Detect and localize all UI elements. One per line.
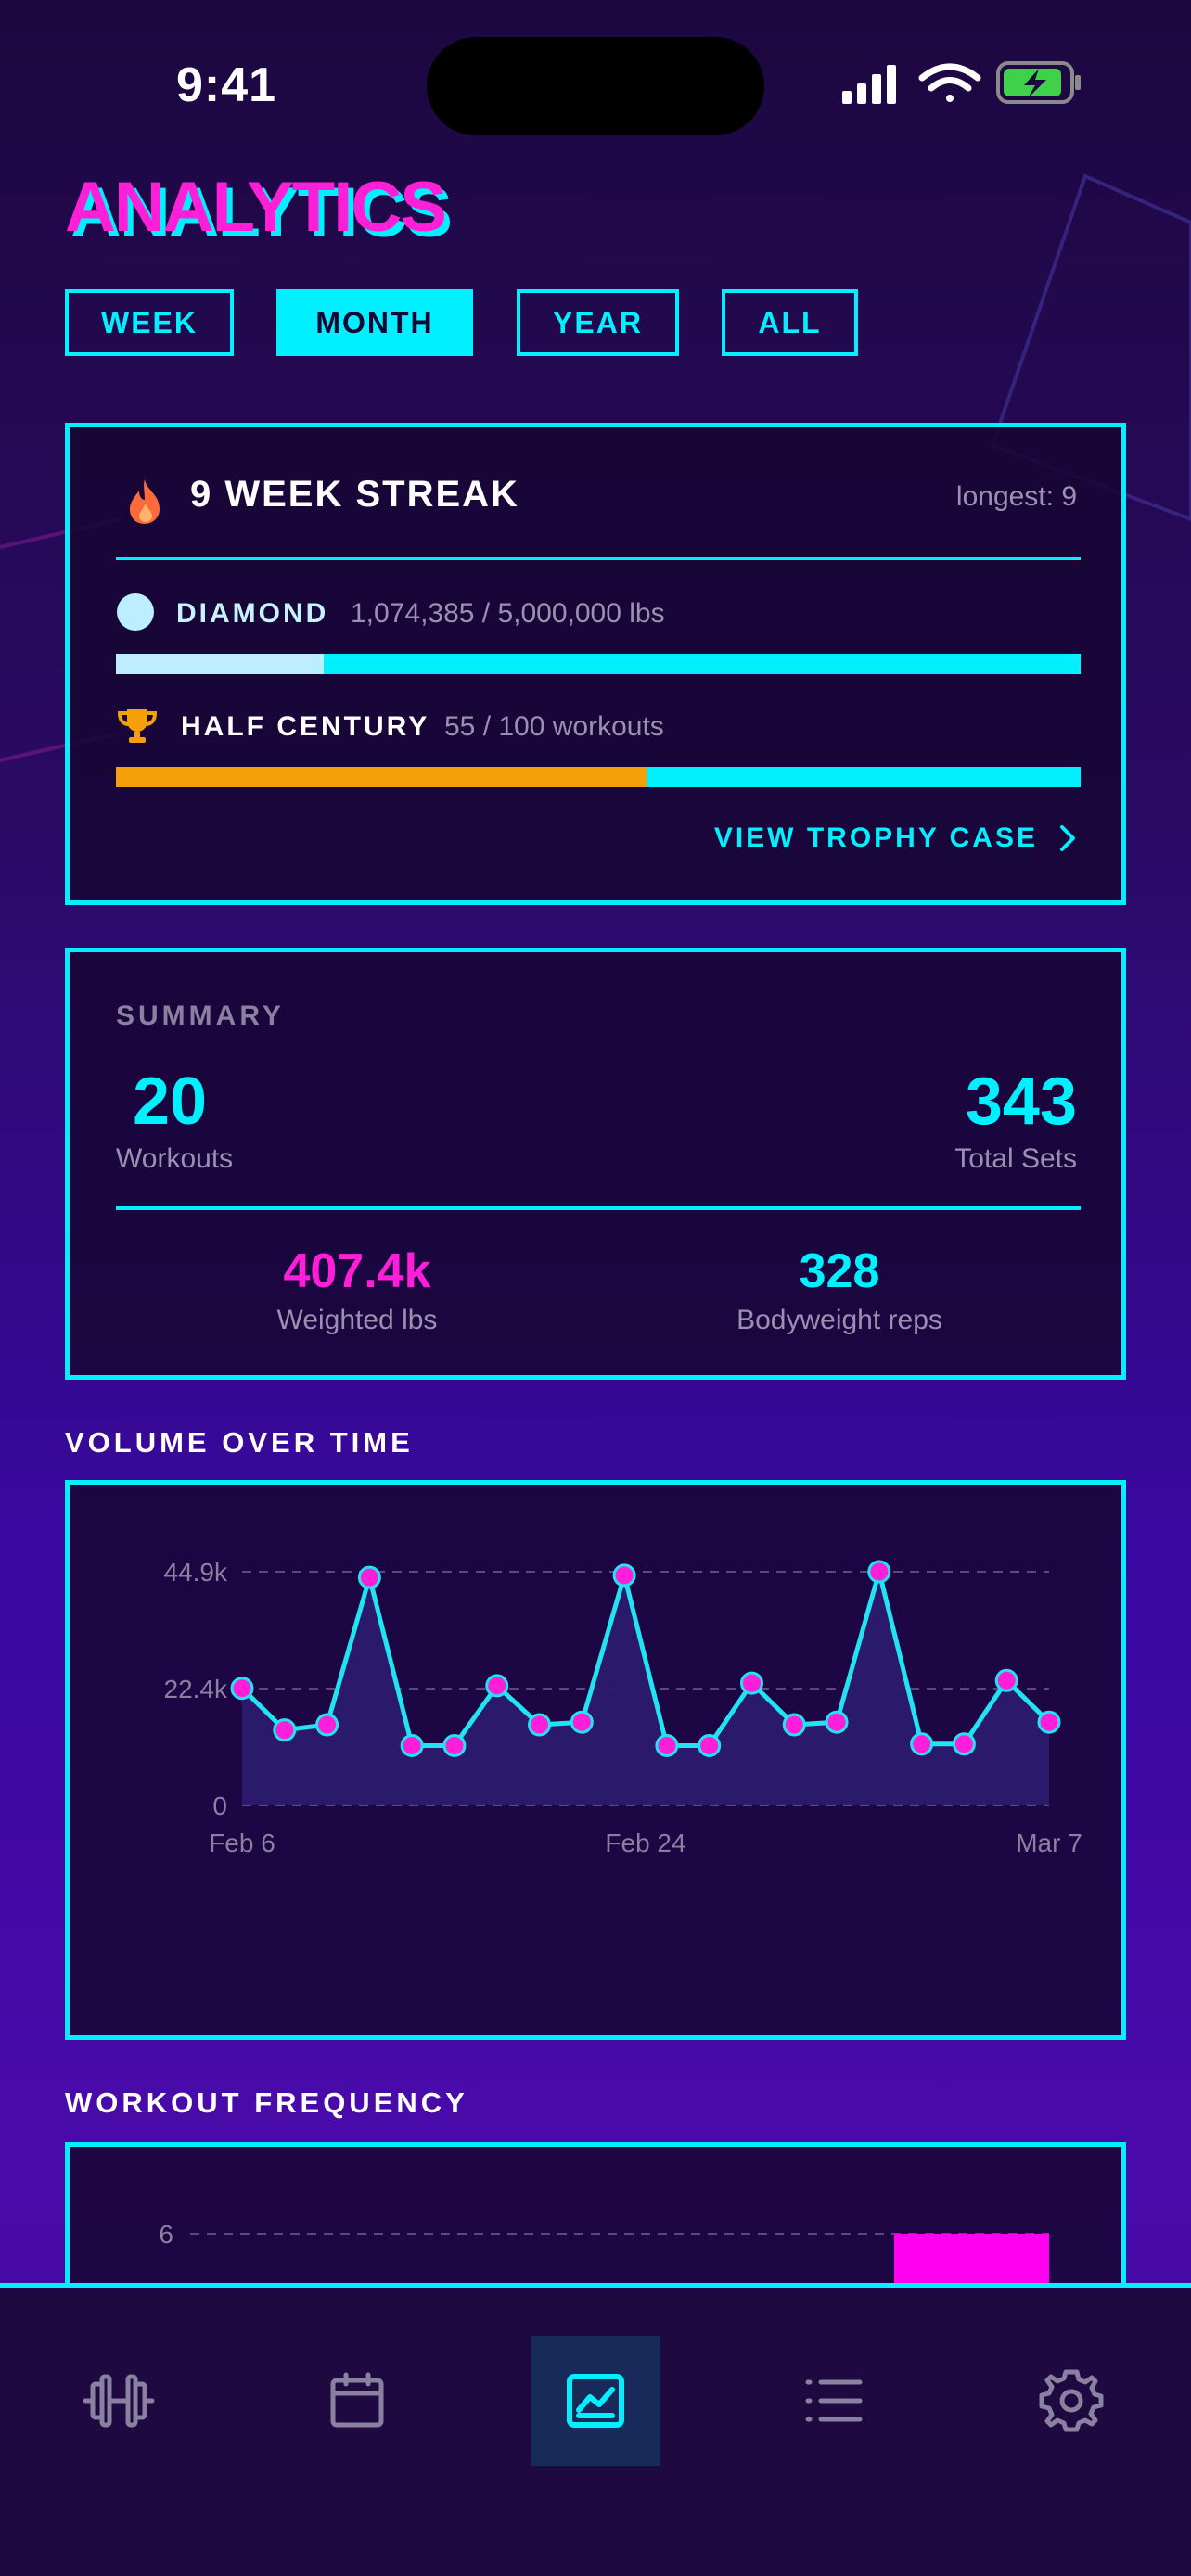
data-point (952, 1732, 976, 1756)
page-title: ANALYTICS (65, 168, 447, 247)
tab-week[interactable]: WEEK (65, 289, 234, 356)
progress-fill (116, 767, 647, 787)
trophy-link-label: VIEW TROPHY CASE (713, 823, 1038, 853)
view-trophy-case-link[interactable]: VIEW TROPHY CASE (714, 823, 1077, 854)
data-point (612, 1563, 636, 1588)
nav-analytics[interactable] (531, 2336, 660, 2466)
achievement-name: DIAMOND (176, 598, 329, 629)
nav-list[interactable] (769, 2336, 899, 2466)
workouts-label: Workouts (116, 1143, 234, 1174)
gear-icon (1039, 2369, 1104, 2432)
data-point (698, 1733, 722, 1757)
nav-workouts[interactable] (54, 2336, 184, 2466)
progress-bar (116, 767, 1081, 787)
list-icon (805, 2379, 863, 2422)
data-point (230, 1677, 254, 1701)
weighted-label: Weighted lbs (276, 1305, 438, 1335)
y-tick-label: 6 (159, 2220, 173, 2249)
chart-icon (567, 2374, 624, 2428)
data-point (528, 1713, 552, 1737)
data-point (442, 1733, 467, 1757)
total-sets-label: Total Sets (954, 1143, 1077, 1174)
nav-settings[interactable] (1006, 2336, 1136, 2466)
data-point (400, 1733, 424, 1757)
tab-year[interactable]: YEAR (517, 289, 679, 356)
data-point (570, 1710, 594, 1734)
data-point (739, 1671, 763, 1695)
achievement-detail: 1,074,385 / 5,000,000 lbs (351, 598, 665, 629)
data-point (825, 1710, 849, 1734)
chevron-right-icon (1060, 825, 1075, 851)
weighted-stat: 407.4k Weighted lbs (172, 1243, 543, 1336)
signal-icon (842, 65, 896, 104)
weighted-value: 407.4k (283, 1244, 431, 1298)
data-point (1037, 1710, 1061, 1734)
data-point (315, 1713, 339, 1737)
data-point (910, 1732, 934, 1756)
circle-icon (117, 593, 154, 631)
y-tick-label: 44.9k (164, 1558, 228, 1587)
summary-label: SUMMARY (116, 1001, 285, 1031)
x-tick-label: Mar 7 (1016, 1829, 1082, 1857)
data-point (357, 1565, 381, 1589)
streak-longest: longest: 9 (955, 481, 1077, 512)
streak-title: 9 WEEK STREAK (190, 474, 519, 515)
data-point (867, 1560, 891, 1584)
achievement-detail: 55 / 100 workouts (444, 711, 664, 742)
streak-card: 9 WEEK STREAK longest: 9 DIAMOND 1,074,3… (65, 423, 1126, 905)
dumbbell-icon (83, 2374, 155, 2428)
y-tick-label: 22.4k (164, 1675, 228, 1703)
achievement-name: HALF CENTURY (181, 711, 430, 742)
volume-chart: 44.9k 22.4k 0 Feb 6 Feb 24 Mar 7 (164, 1558, 1082, 1857)
data-point (655, 1733, 679, 1757)
total-sets-value: 343 (965, 1065, 1077, 1139)
summary-card: SUMMARY 20 Workouts 343 Total Sets 407.4… (65, 948, 1126, 1380)
series-line (240, 1569, 1051, 1748)
battery-icon (996, 61, 1081, 104)
wifi-icon (918, 63, 981, 102)
divider (116, 1206, 1081, 1210)
workouts-value: 20 (133, 1065, 208, 1139)
status-time: 9:41 (176, 58, 277, 112)
data-point (782, 1713, 806, 1737)
x-tick-label: Feb 6 (209, 1829, 275, 1857)
data-point (273, 1718, 297, 1742)
volume-chart-card: 44.9k 22.4k 0 Feb 6 Feb 24 Mar 7 (65, 1480, 1126, 2040)
tab-month[interactable]: MONTH (276, 289, 473, 356)
nav-calendar[interactable] (292, 2336, 422, 2466)
bodyweight-stat: 328 Bodyweight reps (654, 1243, 1025, 1336)
volume-section-title: VOLUME OVER TIME (65, 1426, 414, 1459)
data-point (994, 1668, 1018, 1692)
y-tick-label: 0 (212, 1792, 227, 1820)
status-icons (842, 61, 1081, 104)
tab-all[interactable]: ALL (722, 289, 858, 356)
dynamic-island (427, 37, 764, 135)
divider (116, 557, 1081, 560)
x-tick-label: Feb 24 (605, 1829, 685, 1857)
calendar-icon (330, 2372, 384, 2428)
progress-bar (116, 654, 1081, 674)
trophy-icon (117, 709, 158, 743)
bottom-nav (0, 2283, 1191, 2576)
frequency-section-title: WORKOUT FREQUENCY (65, 2086, 468, 2119)
data-point (485, 1674, 509, 1698)
progress-fill (116, 654, 324, 674)
bodyweight-label: Bodyweight reps (736, 1305, 942, 1335)
flame-icon (130, 479, 160, 524)
bodyweight-value: 328 (799, 1244, 880, 1298)
